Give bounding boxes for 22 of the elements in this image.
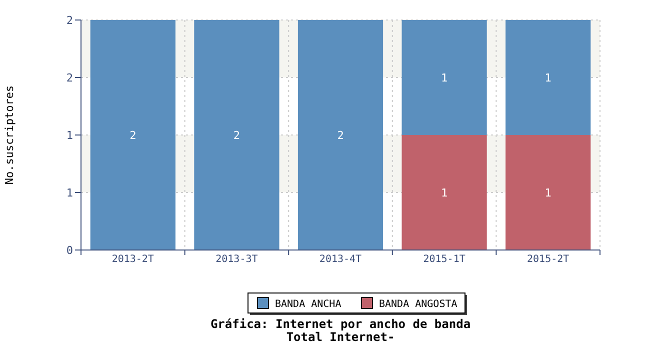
x-tick-label: 2015-1T xyxy=(423,254,466,265)
y-axis-title: No.suscriptores xyxy=(3,85,16,185)
legend-label: BANDA ANGOSTA xyxy=(379,299,458,310)
y-tick-label: 1 xyxy=(66,129,73,142)
data-label: 1 xyxy=(544,186,552,200)
legend-label: BANDA ANCHA xyxy=(275,299,342,310)
data-label: 2 xyxy=(233,129,240,142)
y-tick-label: 0 xyxy=(66,244,73,257)
y-tick-label: 2 xyxy=(66,14,73,27)
text: Gráfica: Internet por ancho de banda xyxy=(210,317,471,331)
x-tick-label: 2013-4T xyxy=(319,254,362,265)
data-label: 1 xyxy=(440,72,448,84)
y-tick-label: 2 xyxy=(66,72,73,84)
text: Total Internet- xyxy=(286,330,395,344)
x-tick-label: 2013-2T xyxy=(112,254,154,265)
y-tick-label: 1 xyxy=(66,186,73,200)
data-label: 2 xyxy=(130,129,136,142)
x-tick-label: 2015-2T xyxy=(527,254,570,265)
data-label: 2 xyxy=(337,129,344,142)
x-tick-label: 2013-3T xyxy=(216,254,258,265)
data-label: 1 xyxy=(440,186,448,200)
data-label: 1 xyxy=(544,72,552,84)
